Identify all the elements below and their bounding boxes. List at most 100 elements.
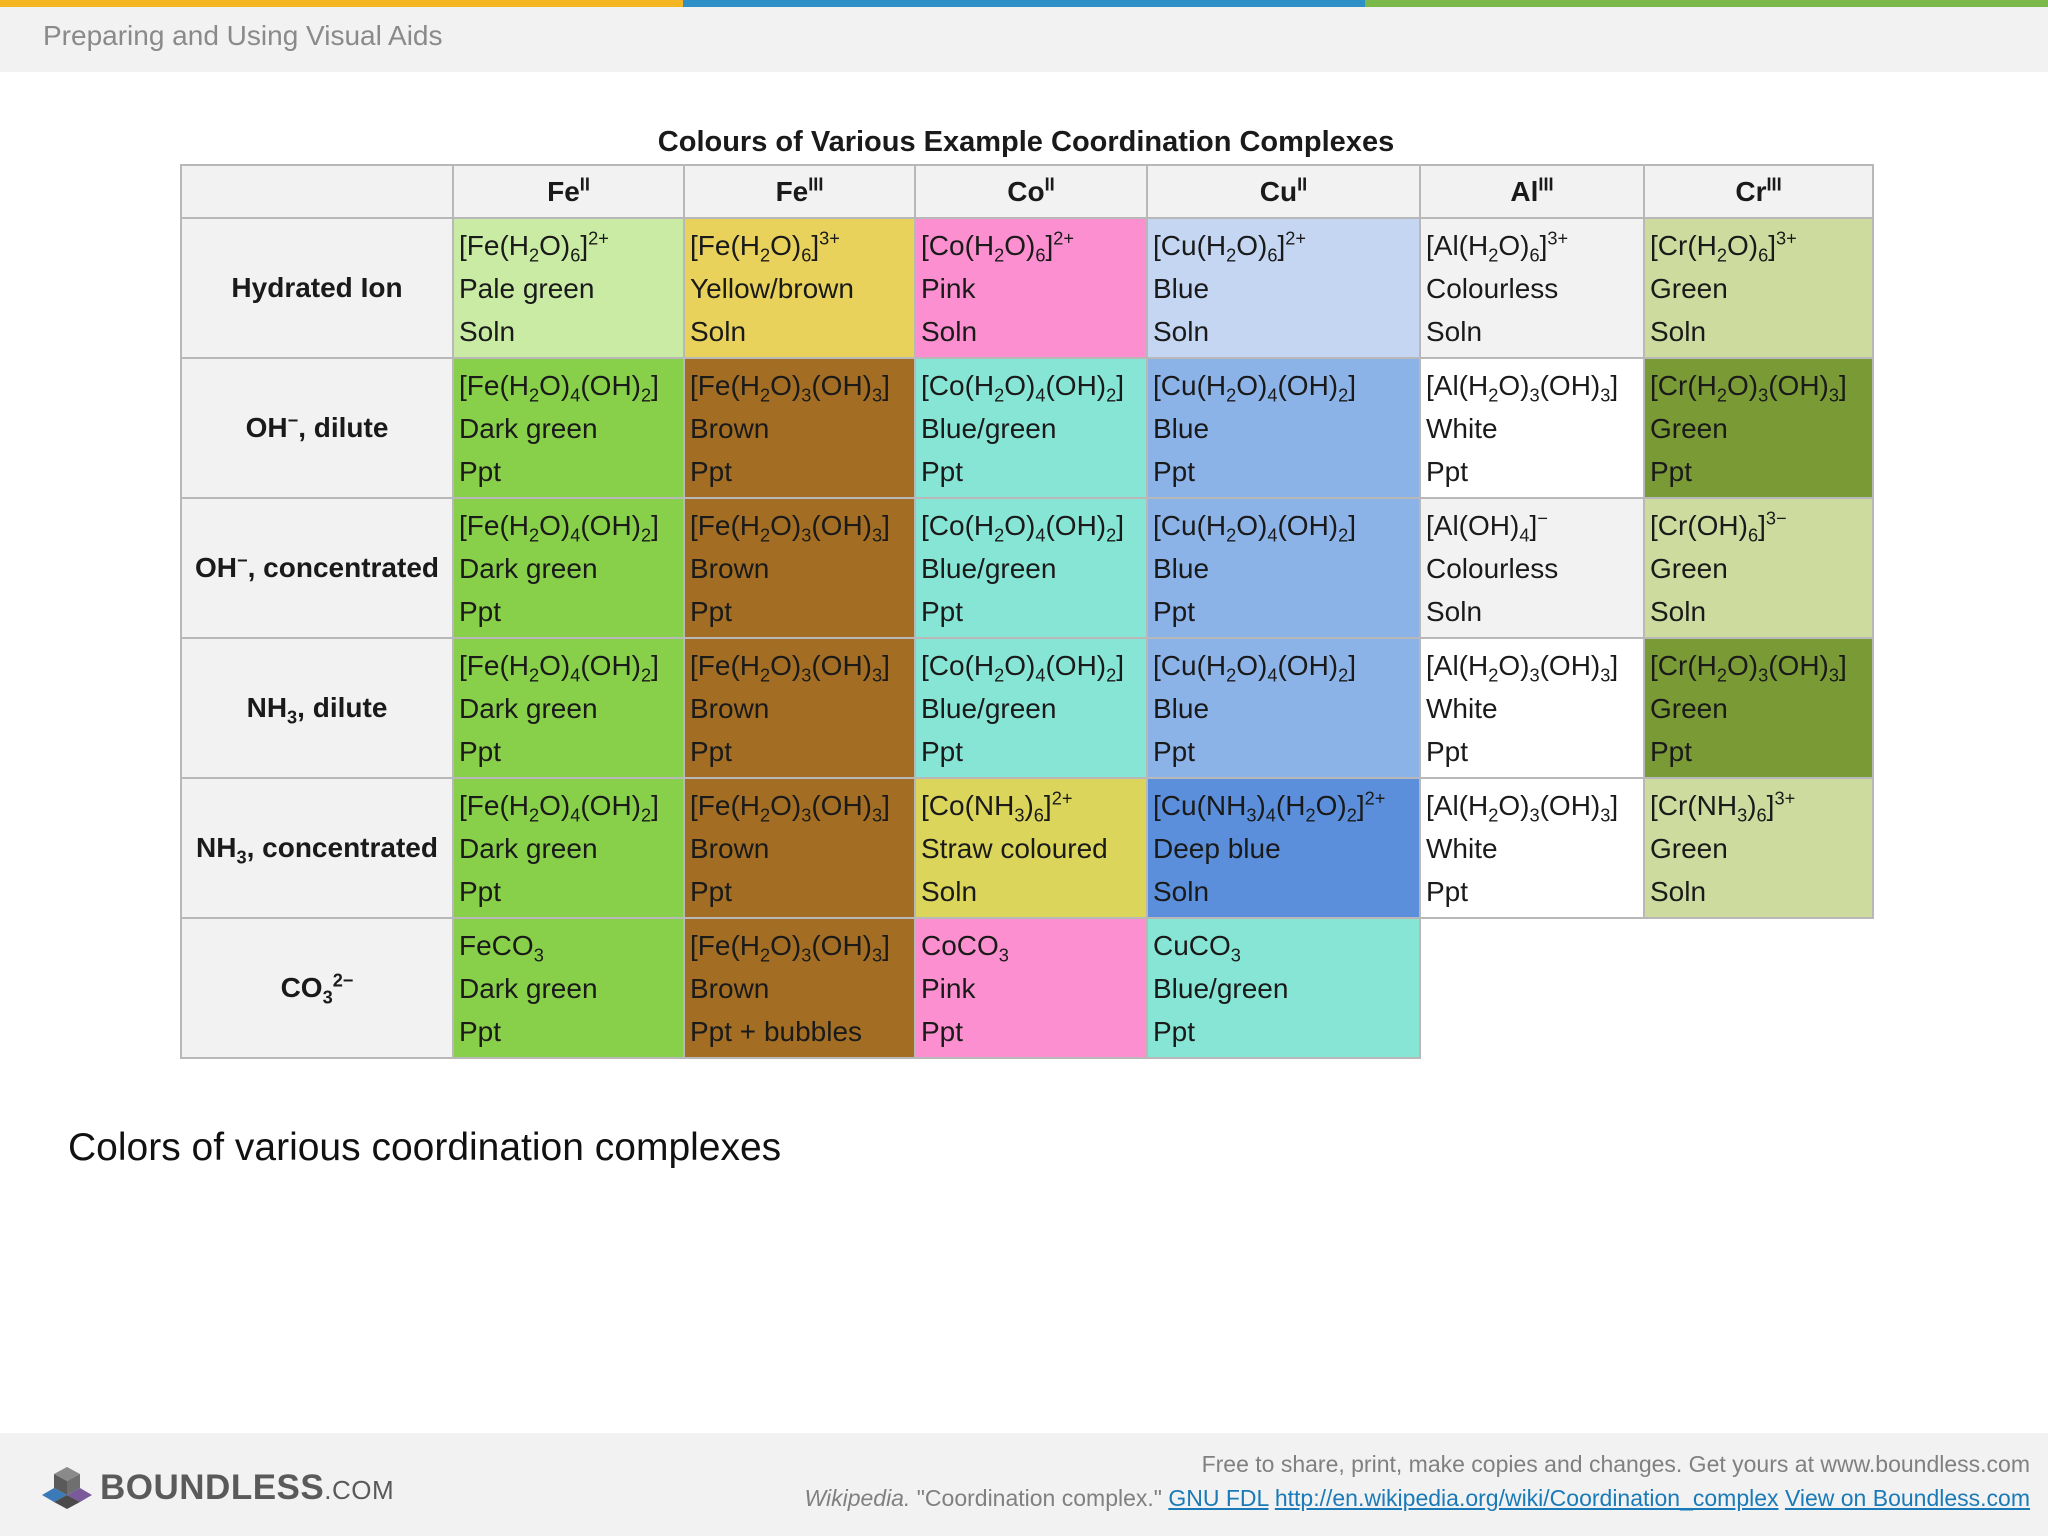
complex-formula: [Cu(H2O)4(OH)2] [1153,509,1357,546]
complex-state: Ppt [690,735,733,767]
table-header-row: FeII FeIII CoII CuII AlIII CrIII [180,164,1874,219]
complex-state: Ppt [690,455,733,487]
complex-colour: Pink [921,272,976,304]
column-header-fe-iii: FeIII [683,164,916,219]
complex-state: Soln [1426,595,1483,627]
complex-cell: [Cr(OH)6]3− Green Soln [1643,497,1874,639]
boundless-logo-text: BOUNDLESS.COM [100,1468,395,1507]
complex-colour: Green [1650,832,1728,864]
complex-colour: Dark green [459,412,598,444]
complex-formula: [Co(H2O)4(OH)2] [921,509,1125,546]
complex-state: Ppt [459,875,502,907]
stripe-yellow [0,0,683,7]
table-title: Colours of Various Example Coordination … [657,126,1395,158]
source-url-link[interactable]: http://en.wikipedia.org/wiki/Coordinatio… [1274,1485,1779,1511]
figure-caption: Colors of various coordination complexes [68,1126,782,1169]
row-header: NH3, dilute [180,637,454,779]
complex-formula: [Al(OH)4]− [1426,508,1548,546]
complex-colour: Green [1650,412,1728,444]
top-color-stripe [0,0,2048,7]
complex-state: Soln [459,315,516,347]
complex-state: Ppt [921,735,964,767]
complex-cell: [Fe(H2O)4(OH)2] Dark green Ppt [452,357,685,499]
slide-header-title: Preparing and Using Visual Aids [43,20,443,51]
slide-header: Preparing and Using Visual Aids [0,7,2048,72]
complex-formula: [Co(NH3)6]2+ [921,788,1073,826]
complex-cell: [Co(H2O)4(OH)2] Blue/green Ppt [914,497,1148,639]
complex-formula: FeCO3 [459,929,544,966]
complex-state: Ppt [459,455,502,487]
complex-colour: Blue [1153,272,1210,304]
attribution-title: "Coordination complex." [910,1485,1169,1511]
complex-colour: Blue/green [921,552,1057,584]
complex-state: Ppt [1426,875,1469,907]
table-row: OH−, dilute [Fe(H2O)4(OH)2] Dark green Ppt[… [180,357,1874,499]
complex-colour: Blue [1153,552,1210,584]
boundless-logo[interactable]: BOUNDLESS.COM [42,1463,394,1513]
complex-colour: Pale green [459,272,595,304]
complex-cell: [Fe(H2O)3(OH)3] Brown Ppt [683,497,916,639]
complex-cell: [Al(H2O)3(OH)3] White Ppt [1419,637,1645,779]
complex-formula: [Cr(H2O)3(OH)3] [1650,649,1847,686]
complex-colour: Blue/green [921,412,1057,444]
complex-formula: [Fe(H2O)4(OH)2] [459,789,659,826]
complex-colour: Brown [690,552,770,584]
complex-formula: [Cr(H2O)3(OH)3] [1650,369,1847,406]
complex-cell: [Cu(NH3)4(H2O)2]2+ Deep blue Soln [1146,777,1421,919]
complex-state: Ppt [1153,595,1196,627]
complex-formula: [Cu(H2O)6]2+ [1153,228,1307,266]
complex-cell: [Cr(H2O)3(OH)3] Green Ppt [1643,357,1874,499]
complex-colour: White [1426,412,1498,444]
complex-cell: [Fe(H2O)3(OH)3] Brown Ppt [683,357,916,499]
complex-colour: Brown [690,832,770,864]
complex-cell: FeCO3 Dark green Ppt [452,917,685,1059]
complex-colour: White [1426,692,1498,724]
complex-formula: [Cr(H2O)6]3+ [1650,228,1797,266]
complex-cell [1420,917,1644,1058]
license-link[interactable]: GNU FDL [1168,1485,1269,1511]
complex-cell: [Al(OH)4]− Colourless Soln [1419,497,1645,639]
column-header-fe-ii: FeII [452,164,685,219]
complex-formula: [Co(H2O)6]2+ [921,228,1075,266]
complex-formula: [Co(H2O)4(OH)2] [921,369,1125,406]
complex-formula: [Fe(H2O)6]2+ [459,228,609,266]
complex-state: Ppt [1650,455,1693,487]
table-corner-cell [180,164,454,219]
complex-cell: [Cu(H2O)4(OH)2] Blue Ppt [1146,357,1421,499]
complex-colour: Blue/green [921,692,1057,724]
complex-formula: [Cr(OH)6]3− [1650,508,1787,546]
boundless-cube-icon [42,1467,92,1509]
complex-formula: [Fe(H2O)3(OH)3] [690,789,890,826]
complex-cell: [Al(H2O)6]3+ Colourless Soln [1419,217,1645,359]
complex-cell: [Co(H2O)4(OH)2] Blue/green Ppt [914,357,1148,499]
complex-formula: [Al(H2O)6]3+ [1426,228,1569,266]
complex-colour: Colourless [1426,552,1559,584]
complex-formula: [Fe(H2O)4(OH)2] [459,509,659,546]
complex-colour: Green [1650,552,1728,584]
complex-cell: [Cu(H2O)6]2+ Blue Soln [1146,217,1421,359]
complex-state: Ppt [1153,1015,1196,1047]
complex-formula: [Cu(H2O)4(OH)2] [1153,649,1357,686]
complex-colour: Straw coloured [921,832,1108,864]
complex-colour: Blue [1153,412,1210,444]
complex-colour: Dark green [459,552,598,584]
complex-state: Soln [921,315,978,347]
column-header-co-ii: CoII [914,164,1148,219]
complex-cell: [Cr(NH3)6]3+ Green Soln [1643,777,1874,919]
table-row: OH−, concentrated [Fe(H2O)4(OH)2] Dark gre… [180,497,1874,639]
row-header: CO32− [180,917,454,1059]
complex-state: Ppt [1153,455,1196,487]
complex-cell: [Fe(H2O)3(OH)3] Brown Ppt [683,637,916,779]
complex-state: Ppt [1426,455,1469,487]
complex-cell: [Fe(H2O)4(OH)2] Dark green Ppt [452,777,685,919]
view-on-boundless-link[interactable]: View on Boundless.com [1784,1485,2030,1511]
complex-formula: [Fe(H2O)3(OH)3] [690,369,890,406]
complex-formula: [Cu(H2O)4(OH)2] [1153,369,1357,406]
stripe-green [1365,0,2048,7]
complex-formula: [Cu(NH3)4(H2O)2]2+ [1153,788,1386,826]
footer-attribution: Wikipedia. "Coordination complex." GNU F… [804,1485,2030,1512]
complex-cell: [Fe(H2O)4(OH)2] Dark green Ppt [452,637,685,779]
complex-state: Ppt + bubbles [690,1015,863,1047]
complex-state: Ppt [1153,735,1196,767]
coordination-table-figure: Colours of Various Example Coordination … [180,120,1874,1059]
